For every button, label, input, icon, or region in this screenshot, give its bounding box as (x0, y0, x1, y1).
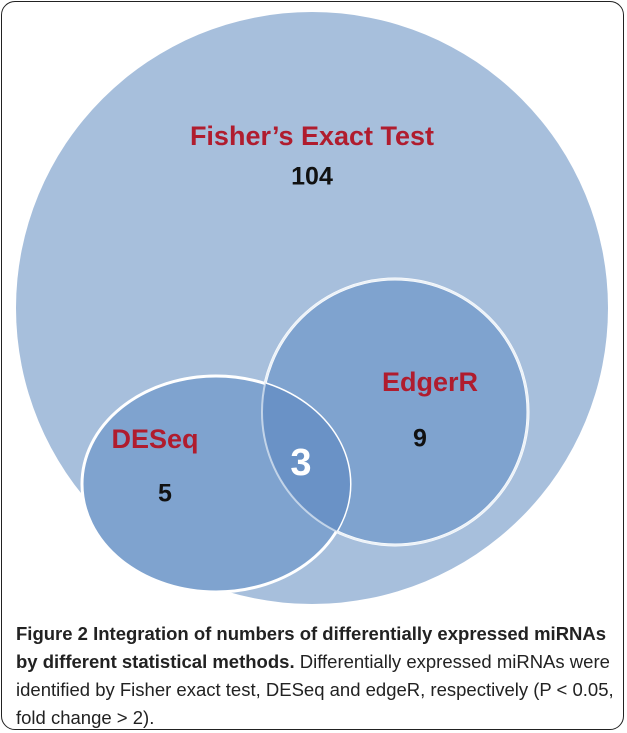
caption-body: Differentially expressed miRNAs were ide… (16, 651, 614, 728)
intersection-count: 3 (290, 442, 311, 484)
caption: Figure 2 Integration of numbers of diffe… (16, 620, 616, 732)
figure-label: Figure 2 (16, 623, 88, 644)
set-count: 104 (291, 163, 333, 191)
edger-outline (261, 278, 529, 546)
set-label: DESeq (111, 424, 198, 454)
set-count: 9 (413, 425, 427, 453)
set-label: EdgerR (382, 367, 478, 397)
set-label: Fisher’s Exact Test (190, 121, 434, 151)
caption-title: Integration of numbers of differentially… (16, 623, 607, 672)
set-count: 5 (158, 480, 172, 508)
